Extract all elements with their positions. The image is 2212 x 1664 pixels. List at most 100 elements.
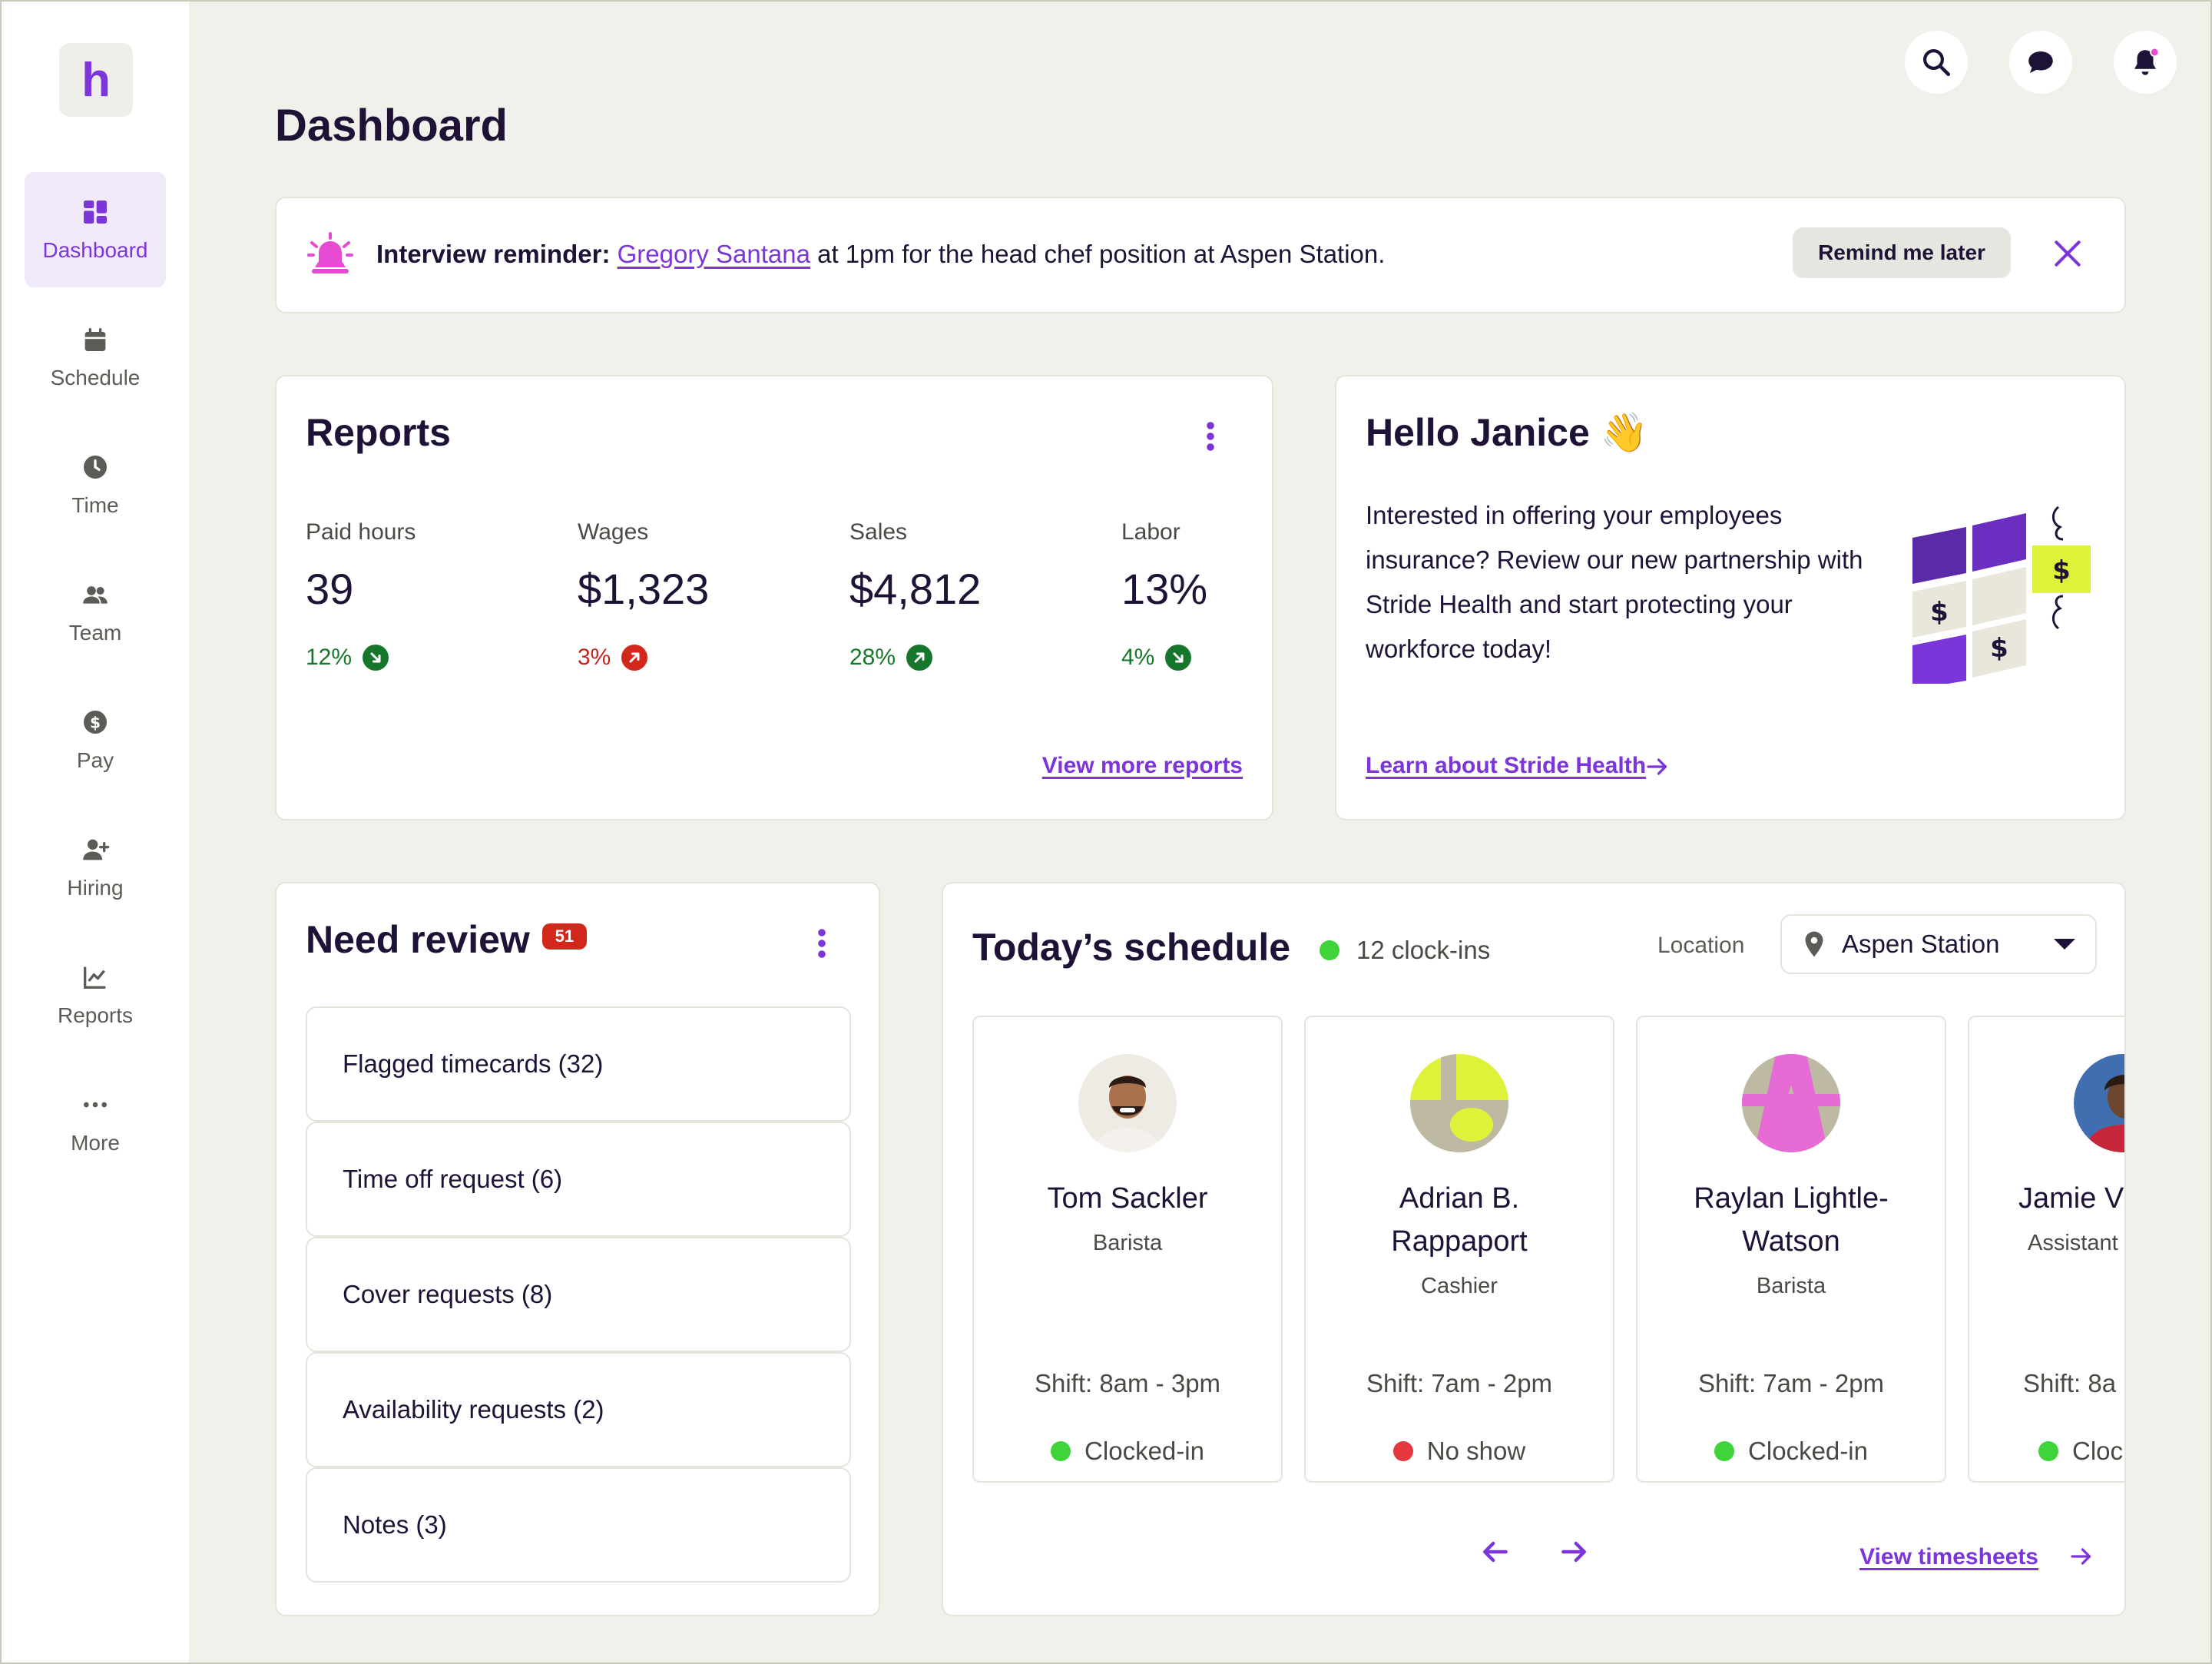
arrow-right-icon[interactable] bbox=[2068, 1543, 2095, 1570]
status-dot bbox=[2038, 1441, 2058, 1461]
sidebar-item-pay[interactable]: $ Pay bbox=[25, 682, 166, 797]
avatar bbox=[1410, 1054, 1508, 1152]
status-dot bbox=[1392, 1441, 1413, 1461]
sidebar-item-time[interactable]: Time bbox=[25, 427, 166, 542]
chat-icon bbox=[2028, 51, 2053, 73]
stride-health-link[interactable]: Learn about Stride Health bbox=[1366, 753, 1647, 778]
employee-card[interactable]: Raylan Lightle- Watson Barista Shift: 7am… bbox=[1636, 1016, 1946, 1483]
stat-label: Sales bbox=[849, 519, 908, 545]
employee-status: No show bbox=[1306, 1437, 1613, 1466]
sidebar-item-reports[interactable]: Reports bbox=[25, 937, 166, 1052]
stat-label: Labor bbox=[1121, 519, 1181, 545]
status-text: Clocked-in bbox=[1748, 1437, 1868, 1465]
schedule-title: Today’s schedule bbox=[972, 926, 1291, 969]
arrow-down-right-icon bbox=[1165, 645, 1192, 671]
view-timesheets-link[interactable]: View timesheets bbox=[1859, 1544, 2038, 1570]
employee-status: Clocked-in bbox=[1637, 1437, 1945, 1466]
status-dot bbox=[1320, 940, 1339, 960]
remind-later-button[interactable]: Remind me later bbox=[1793, 227, 2011, 278]
sidebar-item-label: More bbox=[71, 1131, 120, 1155]
sidebar-item-dashboard[interactable]: Dashboard bbox=[25, 172, 166, 287]
chat-button[interactable] bbox=[2009, 31, 2072, 94]
stat-wages: Wages $1,323 3% bbox=[578, 519, 709, 671]
sidebar-item-label: Pay bbox=[76, 748, 114, 772]
stat-label: Paid hours bbox=[306, 519, 416, 545]
location-label: Location bbox=[1657, 933, 1745, 958]
sidebar: h Dashboard Schedule Time Team $ Pay Hir… bbox=[2, 2, 189, 1662]
review-item-availability[interactable]: Availability requests (2) bbox=[306, 1352, 851, 1467]
employee-name: Jamie Vil bbox=[2018, 1182, 2126, 1215]
notifications-button[interactable] bbox=[2114, 31, 2177, 94]
arrow-right-icon[interactable] bbox=[1644, 753, 1671, 781]
review-item-time-off[interactable]: Time off request (6) bbox=[306, 1122, 851, 1237]
map-pin-icon bbox=[1805, 931, 1823, 957]
next-arrow-icon[interactable] bbox=[1558, 1535, 1591, 1569]
previous-arrow-icon[interactable] bbox=[1478, 1535, 1512, 1569]
dashboard-icon bbox=[84, 201, 107, 224]
status-text: Cloc bbox=[2072, 1437, 2124, 1465]
avatar bbox=[1742, 1054, 1840, 1152]
add-user-icon bbox=[83, 839, 110, 860]
promo-card: Hello Janice 👋 Interested in offering yo… bbox=[1335, 375, 2126, 820]
stat-value: $4,812 bbox=[849, 565, 982, 613]
search-icon bbox=[1923, 49, 1951, 77]
employee-role: Barista bbox=[1092, 1231, 1163, 1255]
greeting-title: Hello Janice 👋 bbox=[1366, 410, 1648, 456]
candidate-link[interactable]: Gregory Santana bbox=[617, 240, 810, 268]
status-text: No show bbox=[1426, 1437, 1526, 1465]
status-dot bbox=[1714, 1441, 1735, 1461]
view-more-reports-link[interactable]: View more reports bbox=[1041, 753, 1243, 778]
stat-change: 12% bbox=[306, 645, 416, 671]
need-review-label: Need review bbox=[306, 918, 530, 961]
employee-card[interactable]: Jamie Vil Assistant Shift: 8a Cloc bbox=[1968, 1016, 2126, 1483]
review-count-badge: 51 bbox=[541, 923, 587, 950]
interview-reminder-banner: Interview reminder: Gregory Santana at 1… bbox=[275, 197, 2126, 313]
sidebar-item-label: Schedule bbox=[50, 366, 141, 389]
stat-label: Wages bbox=[578, 519, 649, 545]
team-icon bbox=[83, 586, 108, 604]
sidebar-item-team[interactable]: Team bbox=[25, 555, 166, 670]
reminder-details: at 1pm for the head chef position at Asp… bbox=[817, 240, 1386, 268]
stat-change: 28% bbox=[849, 645, 981, 671]
employee-shift: Shift: 8a bbox=[2023, 1369, 2117, 1397]
status-dot bbox=[1051, 1441, 1071, 1461]
sidebar-item-label: Reports bbox=[57, 1003, 134, 1027]
dollar-icon: $ bbox=[84, 711, 107, 734]
employee-card[interactable]: Tom Sackler Barista Shift: 8am - 3pm Clo… bbox=[972, 1016, 1283, 1483]
app-logo[interactable]: h bbox=[59, 43, 133, 117]
reminder-text: Interview reminder: Gregory Santana at 1… bbox=[376, 240, 1385, 269]
svg-text:$: $ bbox=[1930, 597, 1949, 628]
review-item-flagged-timecards[interactable]: Flagged timecards (32) bbox=[306, 1006, 851, 1122]
review-item-cover-requests[interactable]: Cover requests (8) bbox=[306, 1237, 851, 1352]
sidebar-item-label: Dashboard bbox=[42, 238, 148, 262]
waving-hand-icon: 👋 bbox=[1600, 411, 1648, 454]
notification-bell-icon bbox=[2134, 47, 2160, 75]
reports-menu-icon[interactable] bbox=[1204, 421, 1217, 452]
clockins-count: 12 clock-ins bbox=[1356, 936, 1491, 964]
employee-card[interactable]: Adrian B. Rappaport Cashier Shift: 7am - … bbox=[1304, 1016, 1614, 1483]
arrow-down-right-icon bbox=[363, 645, 389, 671]
stat-change-value: 12% bbox=[306, 645, 353, 670]
reminder-label: Interview reminder: bbox=[376, 240, 611, 268]
avatar bbox=[2074, 1054, 2124, 1152]
todays-schedule-card: Today’s schedule 12 clock-ins Location A… bbox=[942, 882, 2126, 1616]
employee-name: Raylan Lightle- Watson bbox=[1694, 1182, 1889, 1258]
sidebar-item-more[interactable]: More bbox=[25, 1065, 166, 1180]
review-item-notes[interactable]: Notes (3) bbox=[306, 1467, 851, 1583]
sidebar-item-hiring[interactable]: Hiring bbox=[25, 810, 166, 925]
sidebar-item-label: Team bbox=[68, 621, 122, 645]
stat-sales: Sales $4,812 28% bbox=[849, 519, 981, 671]
arrow-up-right-icon bbox=[906, 645, 933, 671]
close-icon[interactable] bbox=[2051, 237, 2085, 270]
employee-role: Barista bbox=[1756, 1274, 1826, 1298]
reports-card: Reports Paid hours 39 12% Wages $1,323 3… bbox=[275, 375, 1273, 820]
sidebar-item-label: Time bbox=[71, 493, 119, 517]
sidebar-item-schedule[interactable]: Schedule bbox=[25, 300, 166, 415]
search-button[interactable] bbox=[1905, 31, 1968, 94]
stat-change-value: 4% bbox=[1121, 645, 1155, 670]
location-select[interactable]: Aspen Station bbox=[1780, 914, 2097, 974]
review-menu-icon[interactable] bbox=[816, 928, 828, 959]
employee-shift: Shift: 8am - 3pm bbox=[1034, 1369, 1221, 1397]
more-dots-icon bbox=[84, 1102, 107, 1108]
employee-status: Cloc bbox=[1969, 1437, 2124, 1466]
